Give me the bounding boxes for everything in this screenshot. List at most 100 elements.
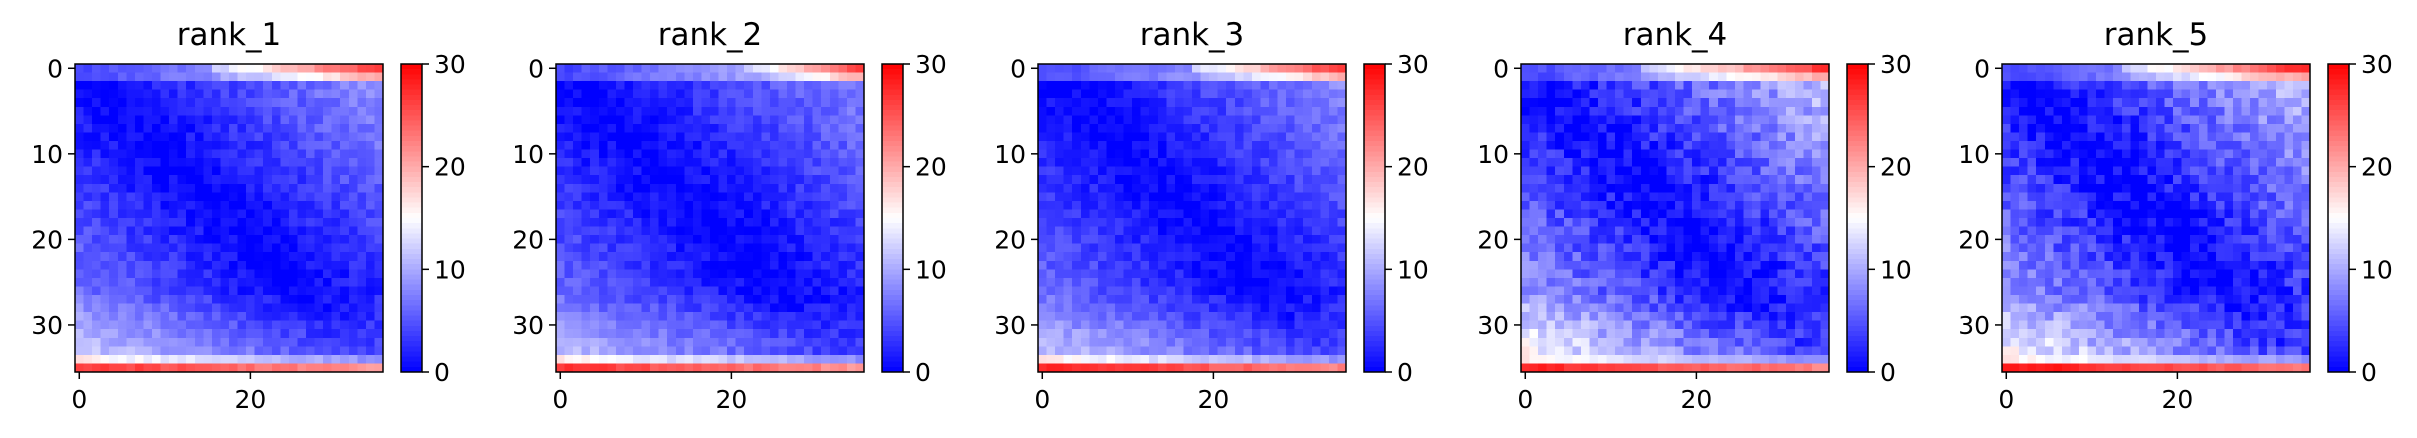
- heatmap-cell: [1243, 320, 1253, 330]
- heatmap-cell: [1700, 72, 1710, 82]
- heatmap-cell: [1217, 329, 1227, 339]
- colorbar-segment: [1364, 366, 1385, 373]
- heatmap-cell: [812, 72, 822, 82]
- heatmap-cell: [194, 158, 204, 168]
- heatmap-cell: [1115, 337, 1125, 347]
- heatmap-cell: [1132, 141, 1142, 151]
- heatmap-cell: [177, 106, 187, 116]
- heatmap-cell: [1243, 89, 1253, 99]
- heatmap-cell: [804, 243, 814, 253]
- heatmap-cell: [1192, 175, 1202, 185]
- colorbar-segment: [401, 341, 422, 347]
- heatmap-cell: [143, 320, 153, 330]
- heatmap-cell: [1097, 354, 1108, 365]
- heatmap-cell: [1294, 81, 1304, 91]
- heatmap-cell: [1149, 183, 1159, 193]
- heatmap-cell: [374, 226, 384, 236]
- heatmap-cell: [1529, 81, 1539, 91]
- heatmap-cell: [1640, 175, 1650, 185]
- heatmap-cell: [615, 166, 626, 176]
- heatmap-cell: [744, 354, 754, 365]
- heatmap-cell: [564, 277, 574, 288]
- heatmap-cell: [633, 329, 643, 339]
- heatmap-cell: [92, 200, 102, 211]
- heatmap-cell: [357, 141, 367, 151]
- heatmap-cell: [1072, 175, 1082, 185]
- heatmap-cell: [615, 320, 626, 330]
- heatmap-cell: [1226, 312, 1236, 322]
- heatmap-cell: [1657, 132, 1668, 142]
- heatmap-cell: [1820, 89, 1830, 99]
- heatmap-cell: [727, 149, 737, 159]
- heatmap-cell: [684, 89, 694, 99]
- heatmap-cell: [1234, 192, 1244, 202]
- heatmap-cell: [169, 218, 179, 228]
- heatmap-cell: [1123, 218, 1133, 228]
- colorbar-segment: [882, 361, 903, 368]
- heatmap-cell: [1794, 166, 1804, 176]
- heatmap-cell: [117, 218, 127, 228]
- heatmap-cell: [348, 183, 358, 193]
- heatmap-cell: [357, 243, 367, 253]
- heatmap-cell: [1046, 226, 1056, 236]
- heatmap-cell: [675, 175, 685, 185]
- heatmap-cell: [1251, 175, 1262, 185]
- heatmap-cell: [675, 89, 685, 99]
- heatmap-cell: [1174, 64, 1185, 74]
- heatmap-cell: [134, 64, 145, 74]
- heatmap-cell: [718, 346, 728, 356]
- heatmap-cell: [1174, 303, 1185, 313]
- heatmap-cell: [1251, 286, 1262, 296]
- heatmap-cell: [160, 320, 170, 330]
- heatmap-cell: [1303, 106, 1313, 116]
- heatmap-cell: [710, 269, 720, 279]
- heatmap-cell: [744, 226, 754, 236]
- heatmap-cell: [134, 192, 145, 202]
- heatmap-cell: [1251, 363, 1262, 373]
- heatmap-cell: [1251, 98, 1262, 108]
- heatmap-cell: [761, 72, 771, 82]
- heatmap-cell: [675, 320, 685, 330]
- heatmap-cell: [752, 329, 762, 339]
- heatmap-cell: [1080, 252, 1090, 262]
- heatmap-cell: [280, 89, 290, 99]
- heatmap-cell: [1294, 98, 1304, 108]
- heatmap-cell: [735, 98, 745, 108]
- heatmap-cell: [581, 166, 591, 176]
- heatmap-cell: [838, 269, 848, 279]
- heatmap-cell: [1743, 98, 1753, 108]
- heatmap-cell: [1657, 226, 1668, 236]
- heatmap-cell: [357, 175, 367, 185]
- heatmap-cell: [1303, 64, 1313, 74]
- heatmap-cell: [263, 277, 273, 288]
- heatmap-cell: [812, 226, 822, 236]
- heatmap-cell: [211, 149, 222, 159]
- heatmap-cell: [1243, 158, 1253, 168]
- heatmap-cell: [1538, 175, 1548, 185]
- heatmap-cell: [684, 183, 694, 193]
- heatmap-cell: [1692, 226, 1702, 236]
- heatmap-cell: [237, 346, 247, 356]
- heatmap-cell: [1794, 149, 1804, 159]
- heatmap-cell: [812, 252, 822, 262]
- heatmap-cell: [117, 243, 127, 253]
- heatmap-cell: [1183, 269, 1193, 279]
- heatmap-cell: [1243, 141, 1253, 151]
- heatmap-cell: [821, 72, 831, 82]
- heatmap-cell: [246, 252, 256, 262]
- heatmap-cell: [1115, 132, 1125, 142]
- heatmap-cell: [821, 132, 831, 142]
- heatmap-cell: [75, 226, 85, 236]
- heatmap-cell: [641, 303, 651, 313]
- heatmap-cell: [1097, 312, 1108, 322]
- heatmap-cell: [1046, 98, 1056, 108]
- heatmap-cell: [1303, 243, 1313, 253]
- heatmap-cell: [795, 192, 805, 202]
- heatmap-cell: [1269, 277, 1279, 288]
- heatmap-cell: [1243, 303, 1253, 313]
- heatmap-cell: [1183, 277, 1193, 288]
- heatmap-cell: [1140, 200, 1150, 211]
- heatmap-cell: [1743, 166, 1753, 176]
- heatmap-cell: [804, 269, 814, 279]
- heatmap-cell: [1734, 106, 1745, 116]
